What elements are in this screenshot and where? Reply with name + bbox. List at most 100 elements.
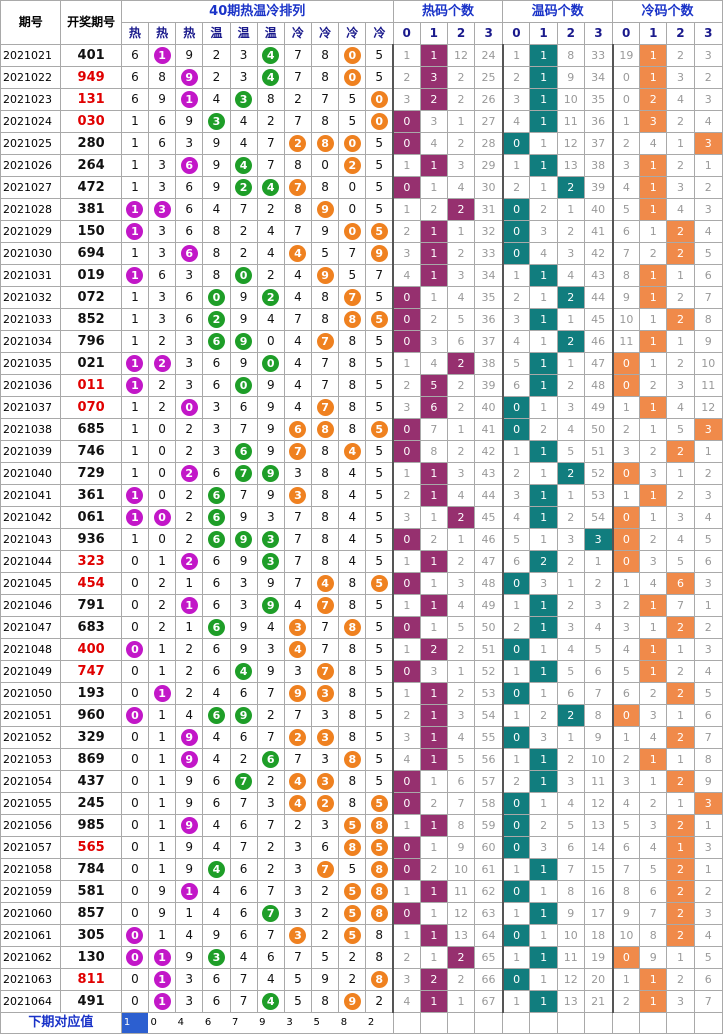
cold-count-cell: 4 (611, 638, 641, 661)
pattern-cell: 6 (229, 682, 258, 705)
cold-ball: 0 (370, 91, 388, 108)
hot-count-cell: 1 (392, 880, 421, 903)
hot-count-cell: 1 (419, 484, 448, 507)
pattern-cell: 7 (256, 814, 285, 837)
hot-count-cell: 0 (392, 110, 421, 133)
warm-count-cell: 1 (529, 968, 558, 991)
cold-ball: 2 (316, 795, 334, 812)
warm-count-cell: 1 (529, 924, 558, 947)
table-row: 2021034 796 1 2 3 6 9 0 4 7 8 5 0 3 6 37 4 1 2 46 11 1 1 9 (0, 330, 723, 353)
hot-count-cell: 57 (474, 770, 504, 793)
cold-count-cell: 2 (666, 110, 695, 133)
hot-count-cell: 3 (446, 264, 476, 287)
cold-count-cell: 3 (611, 616, 641, 639)
pattern-cell: 1 (175, 880, 204, 903)
hot-count-cell: 1 (419, 572, 448, 595)
cold-count-cell: 1 (639, 264, 668, 287)
warm-ball: 9 (235, 333, 253, 350)
cold-count-cell: 1 (666, 132, 695, 155)
pattern-cell: 9 (229, 308, 258, 331)
pattern-cell: 3 (202, 396, 231, 419)
hot-count-cell: 62 (474, 880, 504, 903)
pattern-cell: 9 (175, 792, 204, 815)
cold-count-cell: 1 (611, 968, 641, 991)
cold-count-cell: 1 (639, 176, 668, 199)
warm-count-cell: 1 (501, 44, 531, 67)
pattern-cell: 0 (120, 990, 149, 1013)
warm-ball: 3 (262, 531, 280, 548)
cold-count-cell: 2 (611, 594, 641, 617)
pattern-cell: 7 (283, 528, 313, 551)
warm-count-cell: 40 (583, 198, 614, 221)
pattern-cell: 3 (311, 770, 340, 793)
warm-count-cell: 9 (583, 726, 614, 749)
pattern-cell: 8 (311, 110, 340, 133)
hot-count-cell: 1 (392, 550, 421, 573)
hot-ball: 9 (180, 751, 198, 768)
pattern-cell: 7 (311, 594, 340, 617)
cold-count-cell: 3 (639, 814, 668, 837)
pattern-cell: 3 (229, 88, 258, 111)
period-cell: 2021028 (0, 198, 62, 221)
cold-ball: 5 (370, 575, 388, 592)
cold-count-cell: 1 (639, 770, 668, 793)
period-cell: 2021064 (0, 990, 62, 1013)
hot-count-cell: 1 (392, 924, 421, 947)
table-row: 2021036 011 1 2 3 6 0 9 4 7 8 5 2 5 2 39 6 1 2 48 0 2 3 11 (0, 374, 723, 397)
cold-count-cell: 5 (666, 418, 695, 441)
hot-count-col-header: 2 (446, 22, 476, 45)
cold-count-cell: 1 (639, 308, 668, 331)
warm-count-cell: 1 (501, 990, 531, 1013)
warm-count-cell: 1 (529, 154, 558, 177)
hot-count-cell: 52 (474, 660, 504, 683)
pattern-cell: 6 (229, 924, 258, 947)
hot-count-cell: 0 (392, 616, 421, 639)
hot-count-cell: 4 (392, 748, 421, 771)
pattern-cell: 0 (202, 286, 231, 309)
pattern-cell: 6 (202, 528, 231, 551)
warm-ball: 4 (262, 69, 280, 86)
pattern-cell: 6 (175, 176, 204, 199)
hot-count-cell: 33 (474, 242, 504, 265)
warm-ball: 2 (262, 289, 280, 306)
period-cell: 2021059 (0, 880, 62, 903)
warm-count-cell: 1 (529, 528, 558, 551)
table-row: 2021042 061 1 0 2 6 9 3 7 8 4 5 3 1 2 45 4 1 2 54 0 1 3 4 (0, 506, 723, 529)
warm-count-cell: 1 (529, 660, 558, 683)
hot-count-cell: 25 (474, 66, 504, 89)
cold-count-cell: 1 (666, 946, 695, 969)
hot-count-cell: 47 (474, 550, 504, 573)
warm-count-cell: 4 (501, 330, 531, 353)
hot-count-cell: 48 (474, 572, 504, 595)
pattern-cell: 3 (229, 594, 258, 617)
cold-ball: 3 (289, 619, 307, 636)
hot-count-cell: 27 (474, 110, 504, 133)
cold-ball: 7 (316, 333, 334, 350)
warm-count-cell: 2 (529, 198, 558, 221)
pattern-cell: 2 (283, 726, 313, 749)
hot-count-cell: 2 (446, 682, 476, 705)
cold-count-cell: 2 (639, 792, 668, 815)
draw-number-cell: 070 (60, 396, 122, 419)
hot-count-cell: 5 (446, 616, 476, 639)
cold-count-cell: 1 (639, 660, 668, 683)
cold-count-cell: 8 (639, 924, 668, 947)
warm-ball: 0 (207, 289, 225, 306)
cold-count-cell: 1 (639, 330, 668, 353)
pattern-cell: 1 (120, 264, 149, 287)
pattern-cell: 8 (365, 858, 394, 881)
pattern-cell: 5 (338, 880, 367, 903)
warm-count-col-header: 2 (556, 22, 585, 45)
warm-count-cell: 1 (529, 594, 558, 617)
warm-count-cell: 13 (556, 154, 585, 177)
cold-count-cell: 0 (611, 66, 641, 89)
pattern-cell: 8 (311, 44, 340, 67)
pattern-cell: 0 (120, 572, 149, 595)
warm-count-cell: 14 (583, 836, 614, 859)
hot-count-cell: 2 (446, 396, 476, 419)
hot-ball: 1 (153, 993, 171, 1010)
warm-count-cell: 1 (529, 484, 558, 507)
hot-ball: 9 (180, 729, 198, 746)
cold-count-cell: 1 (639, 198, 668, 221)
pattern-cell: 5 (365, 198, 394, 221)
